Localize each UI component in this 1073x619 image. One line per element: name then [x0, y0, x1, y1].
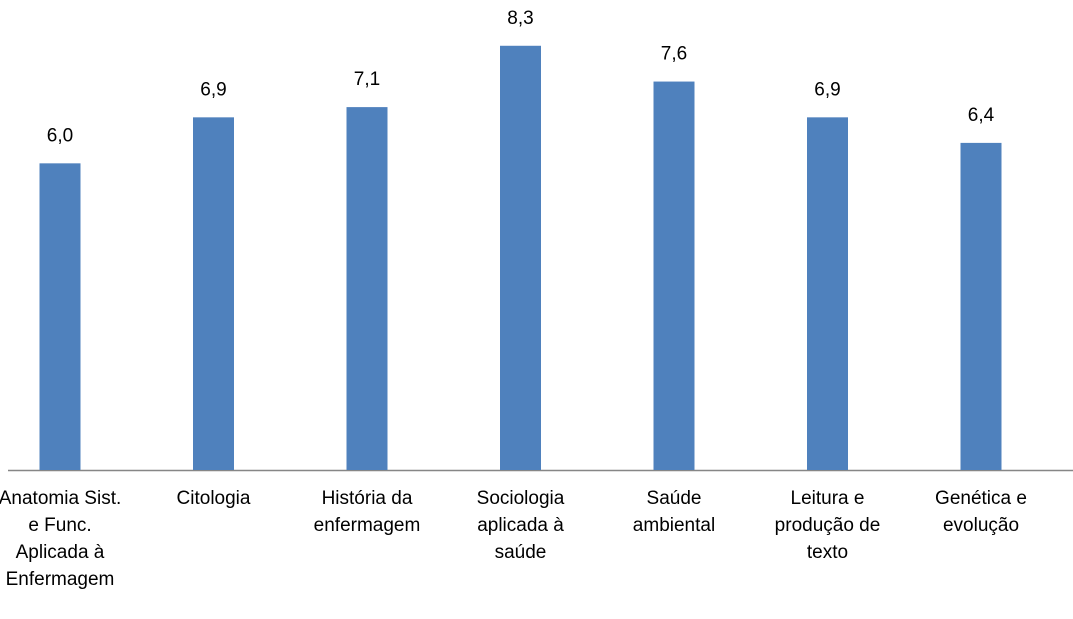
- bar: [807, 117, 848, 470]
- x-tick-label: História da enfermagem: [313, 488, 421, 536]
- data-label: 7,1: [354, 69, 380, 90]
- data-label: 6,9: [814, 79, 840, 100]
- bar: [500, 45, 541, 471]
- data-label: 6,0: [47, 125, 73, 146]
- x-tick-label: Genética e evolução: [935, 488, 1027, 536]
- x-tick-label: Citologia: [176, 488, 251, 509]
- data-label: 6,4: [968, 105, 995, 126]
- data-label: 6,9: [200, 79, 226, 100]
- bar: [960, 142, 1002, 470]
- bar: [346, 107, 388, 470]
- bar: [193, 117, 234, 470]
- data-label: 7,6: [661, 44, 687, 65]
- x-tick-label: Anatomia Sist. e Func. Aplicada à Enferm…: [0, 488, 122, 590]
- data-label: 8,3: [507, 8, 533, 29]
- x-tick-label: Sociologia aplicada à saúde: [476, 488, 565, 563]
- x-tick-label: Saúde ambiental: [632, 488, 716, 536]
- x-tick-label: Leitura e produção de texto: [774, 488, 881, 563]
- bar: [39, 163, 81, 471]
- bar: [653, 81, 695, 471]
